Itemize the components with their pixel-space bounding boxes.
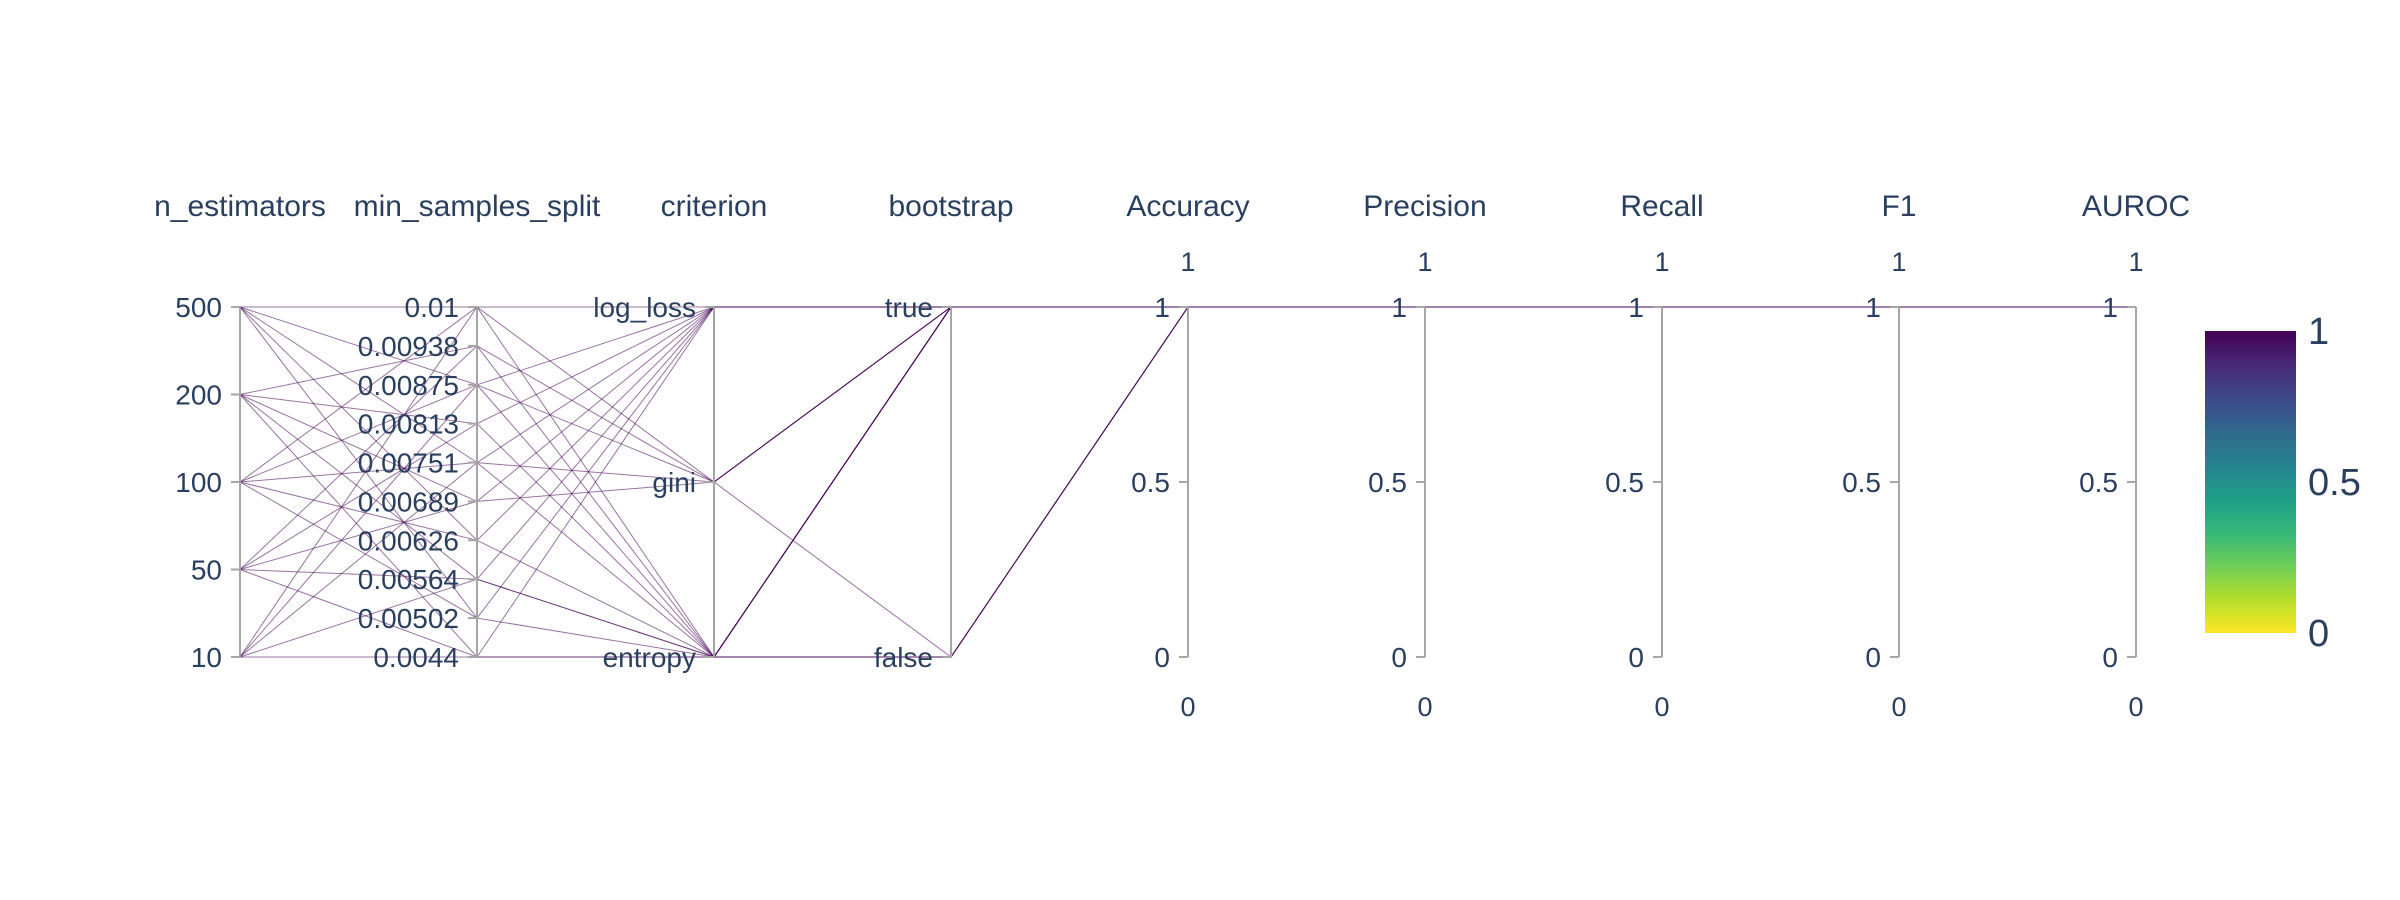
tick-label: 1 <box>1391 292 1407 323</box>
tick-label: 10 <box>191 642 222 673</box>
axis-title: criterion <box>661 190 768 223</box>
tick-label: 0 <box>1628 642 1644 673</box>
axis-title: Accuracy <box>1126 190 1249 223</box>
axis-title: n_estimators <box>154 190 326 223</box>
colorbar-tick-label: 0 <box>2308 613 2329 655</box>
tick-label: true <box>885 292 933 323</box>
axis-bootstrap[interactable]: bootstrap false true <box>874 190 1014 673</box>
colorbar-tick-label: 0.5 <box>2308 462 2361 504</box>
tick-label: 0.5 <box>1368 467 1407 498</box>
tick-label: 0 <box>1865 642 1881 673</box>
axis-title: AUROC <box>2082 190 2190 223</box>
axis-title: Recall <box>1620 190 1703 223</box>
range-min-label: 0 <box>1180 692 1195 722</box>
axis-f1[interactable]: F1 0 0.5 11 0 <box>1842 190 1916 722</box>
tick-label: 0.00751 <box>358 448 459 479</box>
colorbar-gradient <box>2205 331 2296 633</box>
tick-label: 0.01 <box>405 292 460 323</box>
tick-label: 200 <box>175 380 222 411</box>
tick-label: 0.5 <box>1842 467 1881 498</box>
colorbar: 00.51 <box>2205 311 2361 655</box>
axis-recall[interactable]: Recall 0 0.5 11 0 <box>1605 190 1704 722</box>
tick-label: 0 <box>1154 642 1170 673</box>
range-max-label: 1 <box>2128 247 2143 277</box>
axis-criterion[interactable]: criterion entropy gini log_loss <box>593 190 767 673</box>
tick-label: 0.5 <box>1131 467 1170 498</box>
tick-label: gini <box>652 467 696 498</box>
axis-accuracy[interactable]: Accuracy 0 0.5 11 0 <box>1126 190 1249 722</box>
range-min-label: 0 <box>1891 692 1906 722</box>
tick-label: 0.0044 <box>373 642 459 673</box>
range-min-label: 0 <box>1417 692 1432 722</box>
tick-label: 50 <box>191 555 222 586</box>
tick-label: 500 <box>175 292 222 323</box>
tick-label: 0.00626 <box>358 525 459 556</box>
range-max-label: 1 <box>1654 247 1669 277</box>
range-max-label: 1 <box>1417 247 1432 277</box>
axis-precision[interactable]: Precision 0 0.5 11 0 <box>1363 190 1486 722</box>
axis-title: bootstrap <box>888 190 1013 223</box>
axis-n-estimators[interactable]: n_estimators 10 50 100 200 500 <box>154 190 326 673</box>
tick-label: 0.5 <box>1605 467 1644 498</box>
range-max-label: 1 <box>1891 247 1906 277</box>
axis-title: min_samples_split <box>354 190 601 223</box>
axis-title: F1 <box>1881 190 1916 223</box>
tick-label: 1 <box>1154 292 1170 323</box>
tick-label: entropy <box>603 642 696 673</box>
tick-label: log_loss <box>593 292 696 323</box>
tick-label: 0.00564 <box>358 564 459 595</box>
axis-min-samples-split[interactable]: min_samples_split 0.0044 0.00502 0.00564 0.0… <box>354 190 601 673</box>
tick-label: 0.00875 <box>358 370 459 401</box>
tick-label: 0.00502 <box>358 603 459 634</box>
tick-label: 0.00813 <box>358 409 459 440</box>
tick-label: 0 <box>2102 642 2118 673</box>
tick-label: false <box>874 642 933 673</box>
tick-label: 0.00689 <box>358 486 459 517</box>
colorbar-tick-label: 1 <box>2308 311 2329 353</box>
tick-label: 0.00938 <box>358 331 459 362</box>
range-min-label: 0 <box>1654 692 1669 722</box>
axes: n_estimators1050100200500min_samples_spl… <box>154 190 2190 722</box>
tick-label: 1 <box>1865 292 1881 323</box>
range-max-label: 1 <box>1180 247 1195 277</box>
tick-label: 0.5 <box>2079 467 2118 498</box>
axis-title: Precision <box>1363 190 1486 223</box>
tick-label: 1 <box>1628 292 1644 323</box>
tick-label: 1 <box>2102 292 2118 323</box>
axis-auroc[interactable]: AUROC 0 0.5 11 0 <box>2079 190 2190 722</box>
range-min-label: 0 <box>2128 692 2143 722</box>
tick-label: 0 <box>1391 642 1407 673</box>
tick-label: 100 <box>175 467 222 498</box>
